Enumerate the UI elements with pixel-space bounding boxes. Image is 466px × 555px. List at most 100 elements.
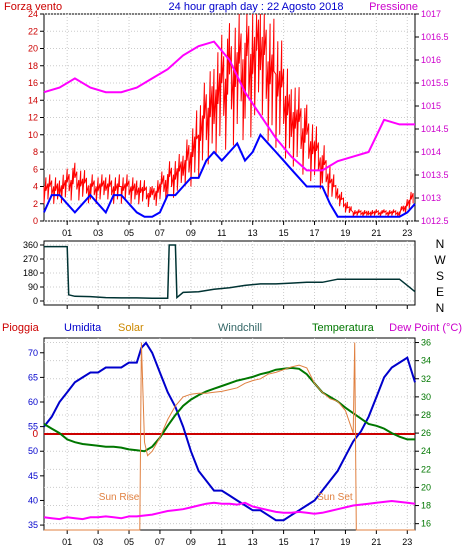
- grid-2: [44, 241, 415, 305]
- compass-label: N: [436, 237, 445, 251]
- x-tick-label: 15: [279, 537, 289, 547]
- x-tick-label: 05: [124, 537, 134, 547]
- graph-title: 24 hour graph day : 22 Agosto 2018: [169, 1, 344, 13]
- y-tick-label: 14: [28, 95, 38, 105]
- y-tick-label: 12: [28, 113, 38, 123]
- x-tick-label: 21: [371, 537, 381, 547]
- y-axis-right-3: 16 18 20 22 24 26 28 30 32 34 36: [415, 338, 431, 529]
- legend-dewpoint: Dew Point (°C): [389, 322, 462, 334]
- x-tick-label: 23: [402, 537, 412, 547]
- x-tick-label: 09: [186, 228, 196, 238]
- x-tick-label: 13: [248, 228, 258, 238]
- x-axis-3: 01 03 05 07 09 11 13 15 17 19 21 23: [62, 530, 412, 547]
- y-tick-label: 60: [28, 397, 38, 407]
- x-tick-label: 19: [340, 537, 350, 547]
- y-tick-label: 16: [28, 78, 38, 88]
- series-2: [44, 244, 416, 300]
- y-right-tick-label: 1017: [421, 9, 441, 19]
- y-tick-label: 2: [33, 199, 38, 209]
- x-tick-label: 13: [248, 537, 258, 547]
- series-3: [43, 341, 416, 531]
- x-tick-label: 15: [279, 228, 289, 238]
- x-tick-label: 11: [217, 537, 226, 547]
- left-axis-label: Forza vento: [4, 1, 62, 13]
- x-tick-label: 07: [155, 537, 165, 547]
- x-tick-label: 17: [310, 537, 320, 547]
- y-right-tick-label: 1016: [421, 55, 441, 65]
- y-right-tick-label: 1015: [421, 101, 441, 111]
- y-right-tick-label: 34: [421, 356, 431, 366]
- y-tick-label: 22: [28, 26, 38, 36]
- wind-pressure-panel: Forza vento 24 hour graph day : 22 Agost…: [4, 1, 449, 238]
- series-wind-direction: [44, 244, 416, 300]
- y-tick-label: 180: [23, 268, 38, 278]
- y-axis-2: 0 90 180 270 360: [23, 240, 44, 306]
- y-axis-left-3: 35 40 45 50 55 60 65 70: [28, 348, 44, 530]
- y-tick-label: 4: [33, 182, 38, 192]
- series-humidity: [43, 341, 416, 522]
- x-axis-1: 01 03 05 07 09 11 13 15 17 19 21 23: [62, 221, 412, 238]
- y-tick-label: 20: [28, 44, 38, 54]
- y-right-tick-label: 1015.5: [421, 78, 449, 88]
- y-tick-label: 0: [33, 216, 38, 226]
- y-tick-label: 270: [23, 254, 38, 264]
- y-right-tick-label: 32: [421, 374, 431, 384]
- y-tick-label: 65: [28, 372, 38, 382]
- y-tick-label: 0: [33, 296, 38, 306]
- x-tick-label: 21: [371, 228, 381, 238]
- x-tick-label: 01: [62, 537, 72, 547]
- y-axis-right-1: 1012.5 1013 1013.5 1014 1014.5 1015 1015.5 1016…: [415, 9, 449, 226]
- legend-temperature: Temperatura: [312, 322, 375, 334]
- y-right-tick-label: 24: [421, 446, 431, 456]
- legend-solar: Solar: [118, 322, 144, 334]
- x-tick-label: 11: [217, 228, 226, 238]
- y-tick-label: 40: [28, 495, 38, 505]
- y-tick-label: 6: [33, 164, 38, 174]
- y-right-tick-label: 26: [421, 428, 431, 438]
- sunset-label: Sun Set: [317, 492, 353, 503]
- rain-zero-label: 0: [32, 429, 38, 440]
- y-tick-label: 55: [28, 422, 38, 432]
- sunrise-label: Sun Rise: [99, 492, 140, 503]
- y-tick-label: 70: [28, 348, 38, 358]
- compass-label: S: [436, 269, 444, 283]
- compass-label: E: [436, 285, 444, 299]
- temperature-humidity-panel: Pioggia Umidita Solar Windchill Temperat…: [2, 322, 462, 547]
- y-tick-label: 8: [33, 147, 38, 157]
- x-tick-label: 19: [340, 228, 350, 238]
- y-tick-label: 18: [28, 61, 38, 71]
- y-right-tick-label: 1016.5: [421, 32, 449, 42]
- y-tick-label: 45: [28, 471, 38, 481]
- x-tick-label: 05: [124, 228, 134, 238]
- legend-rain: Pioggia: [2, 322, 40, 334]
- x-tick-label: 17: [310, 228, 320, 238]
- series-1: [43, 13, 416, 218]
- y-tick-label: 24: [28, 9, 38, 19]
- y-right-tick-label: 20: [421, 482, 431, 492]
- series-solar: [44, 342, 415, 531]
- y-right-tick-label: 30: [421, 392, 431, 402]
- grid-1: [44, 13, 415, 222]
- x-tick-label: 03: [93, 537, 103, 547]
- compass-label: W: [434, 253, 446, 267]
- legend-humidity: Umidita: [64, 322, 102, 334]
- y-right-tick-label: 1012.5: [421, 216, 449, 226]
- y-right-tick-label: 18: [421, 501, 431, 511]
- x-tick-label: 07: [155, 228, 165, 238]
- y-right-tick-label: 1013.5: [421, 170, 449, 180]
- y-right-tick-label: 1014: [421, 147, 441, 157]
- legend-windchill: Windchill: [218, 322, 262, 334]
- x-tick-label: 23: [402, 228, 412, 238]
- x-tick-label: 01: [62, 228, 72, 238]
- series-pressure: [43, 40, 415, 172]
- y-tick-label: 35: [28, 520, 38, 530]
- y-tick-label: 50: [28, 446, 38, 456]
- right-axis-label: Pressione: [369, 1, 418, 13]
- y-tick-label: 90: [28, 282, 38, 292]
- y-right-tick-label: 1014.5: [421, 124, 449, 134]
- x-tick-label: 03: [93, 228, 103, 238]
